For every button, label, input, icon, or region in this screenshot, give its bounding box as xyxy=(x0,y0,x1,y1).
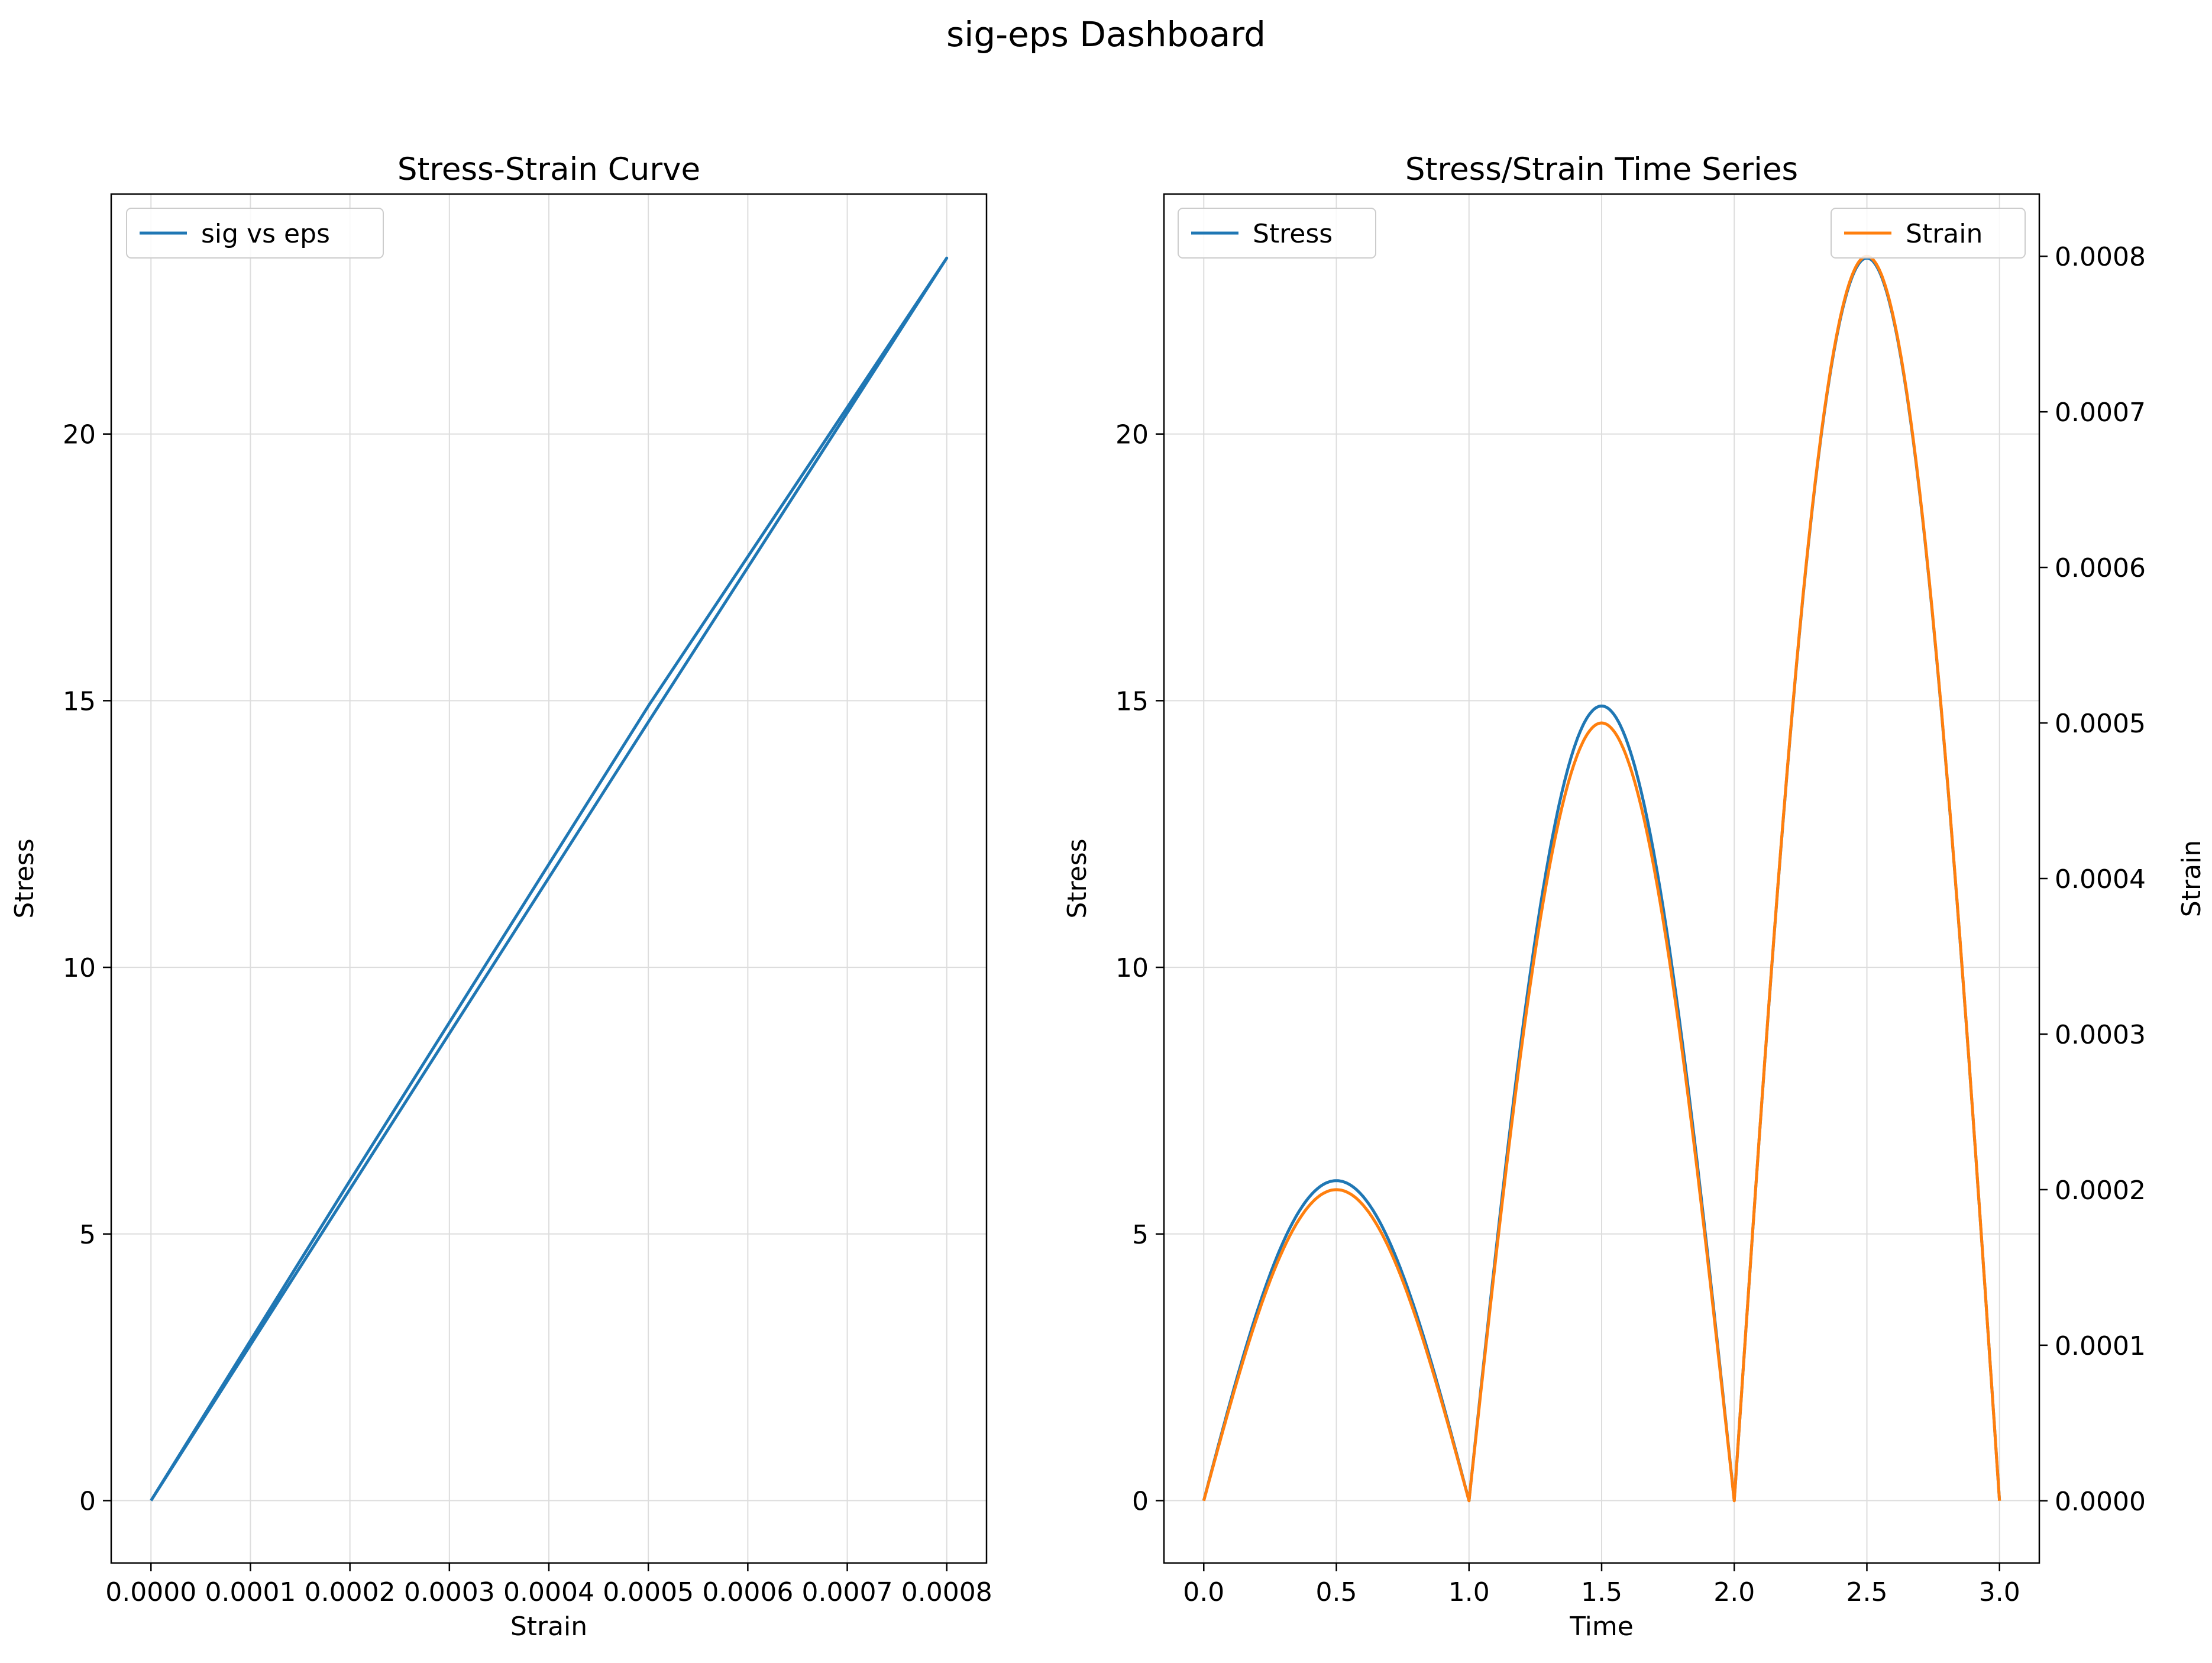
y-tick-label: 10 xyxy=(1115,953,1149,983)
time-series-legend-left: Stress xyxy=(1178,208,1376,259)
x-tick-label: 0.0000 xyxy=(105,1577,196,1607)
stress-strain-chart-title: Stress-Strain Curve xyxy=(397,151,700,188)
legend-box xyxy=(1831,208,2026,259)
legend-box xyxy=(1178,208,1376,259)
x-tick-label: 0.0006 xyxy=(702,1577,793,1607)
right-y-tick-label: 0.0002 xyxy=(2055,1176,2146,1206)
stress-strain-ticks: 0.0000 0.0001 0.0002 0.0003 0.0004 0.0005 0.00… xyxy=(63,420,992,1607)
legend-label: Strain xyxy=(1906,219,1983,249)
x-tick-label: 2.0 xyxy=(1713,1577,1755,1607)
x-tick-label: 0.0001 xyxy=(205,1577,296,1607)
stress-strain-y-axis-label: Stress xyxy=(9,838,40,918)
y-tick-label: 20 xyxy=(1115,420,1149,450)
right-y-tick-label: 0.0005 xyxy=(2055,709,2146,739)
right-y-tick-label: 0.0004 xyxy=(2055,864,2146,895)
y-tick-label: 15 xyxy=(1115,686,1149,716)
right-y-tick-label: 0.0000 xyxy=(2055,1487,2146,1517)
time-series-x-axis-label: Time xyxy=(1569,1612,1634,1642)
legend-box xyxy=(126,208,384,259)
y-tick-label: 0 xyxy=(79,1487,96,1517)
time-series-chart-title: Stress/Strain Time Series xyxy=(1405,151,1798,188)
x-tick-label: 1.0 xyxy=(1448,1577,1490,1607)
stress-strain-grid xyxy=(111,194,987,1563)
x-tick-label: 0.0 xyxy=(1183,1577,1224,1607)
time-series-grid xyxy=(1164,194,2039,1563)
x-tick-label: 0.0007 xyxy=(802,1577,893,1607)
stress-strain-chart: Stress-Strain Curve 0.0000 0.0001 0.0002 0.… xyxy=(9,151,992,1642)
stress-strain-legend: sig vs eps xyxy=(126,208,384,259)
y-tick-label: 5 xyxy=(79,1220,96,1250)
y-tick-label: 10 xyxy=(63,953,96,983)
time-series-y-axis-label: Stress xyxy=(1062,838,1092,918)
right-y-tick-label: 0.0007 xyxy=(2055,398,2146,428)
x-tick-label: 0.0008 xyxy=(901,1577,992,1607)
time-series-right-y-axis-label: Strain xyxy=(2177,840,2207,917)
y-tick-label: 5 xyxy=(1132,1220,1149,1250)
y-tick-label: 0 xyxy=(1132,1487,1149,1517)
y-tick-label: 15 xyxy=(63,686,96,716)
legend-label: Stress xyxy=(1253,219,1333,249)
x-tick-label: 3.0 xyxy=(1979,1577,2020,1607)
stress-strain-lines xyxy=(150,256,949,1501)
right-y-tick-label: 0.0008 xyxy=(2055,242,2146,272)
time-series-legend-right: Strain xyxy=(1831,208,2026,259)
figure-title: sig-eps Dashboard xyxy=(946,14,1266,54)
stress-strain-x-axis-label: Strain xyxy=(510,1612,587,1642)
right-y-tick-label: 0.0001 xyxy=(2055,1331,2146,1361)
y-tick-label: 20 xyxy=(63,420,96,450)
x-tick-label: 0.0005 xyxy=(603,1577,694,1607)
x-tick-label: 0.5 xyxy=(1316,1577,1357,1607)
legend-label: sig vs eps xyxy=(201,219,330,249)
right-y-tick-label: 0.0003 xyxy=(2055,1020,2146,1050)
x-tick-label: 1.5 xyxy=(1581,1577,1622,1607)
time-series-ticks: 0.0 0.5 1.0 1.5 2.0 2.5 3.0 0 5 10 15 20 0.0000 0.000… xyxy=(1115,242,2146,1607)
x-tick-label: 0.0003 xyxy=(404,1577,495,1607)
x-tick-label: 0.0004 xyxy=(503,1577,594,1607)
x-tick-label: 2.5 xyxy=(1846,1577,1887,1607)
x-tick-label: 0.0002 xyxy=(305,1577,396,1607)
series-line-sig-vs-eps xyxy=(150,256,949,1501)
time-series-chart: Stress/Strain Time Series 0.0 0.5 1.0 1.5 2.… xyxy=(1062,151,2207,1642)
right-y-tick-label: 0.0006 xyxy=(2055,553,2146,583)
